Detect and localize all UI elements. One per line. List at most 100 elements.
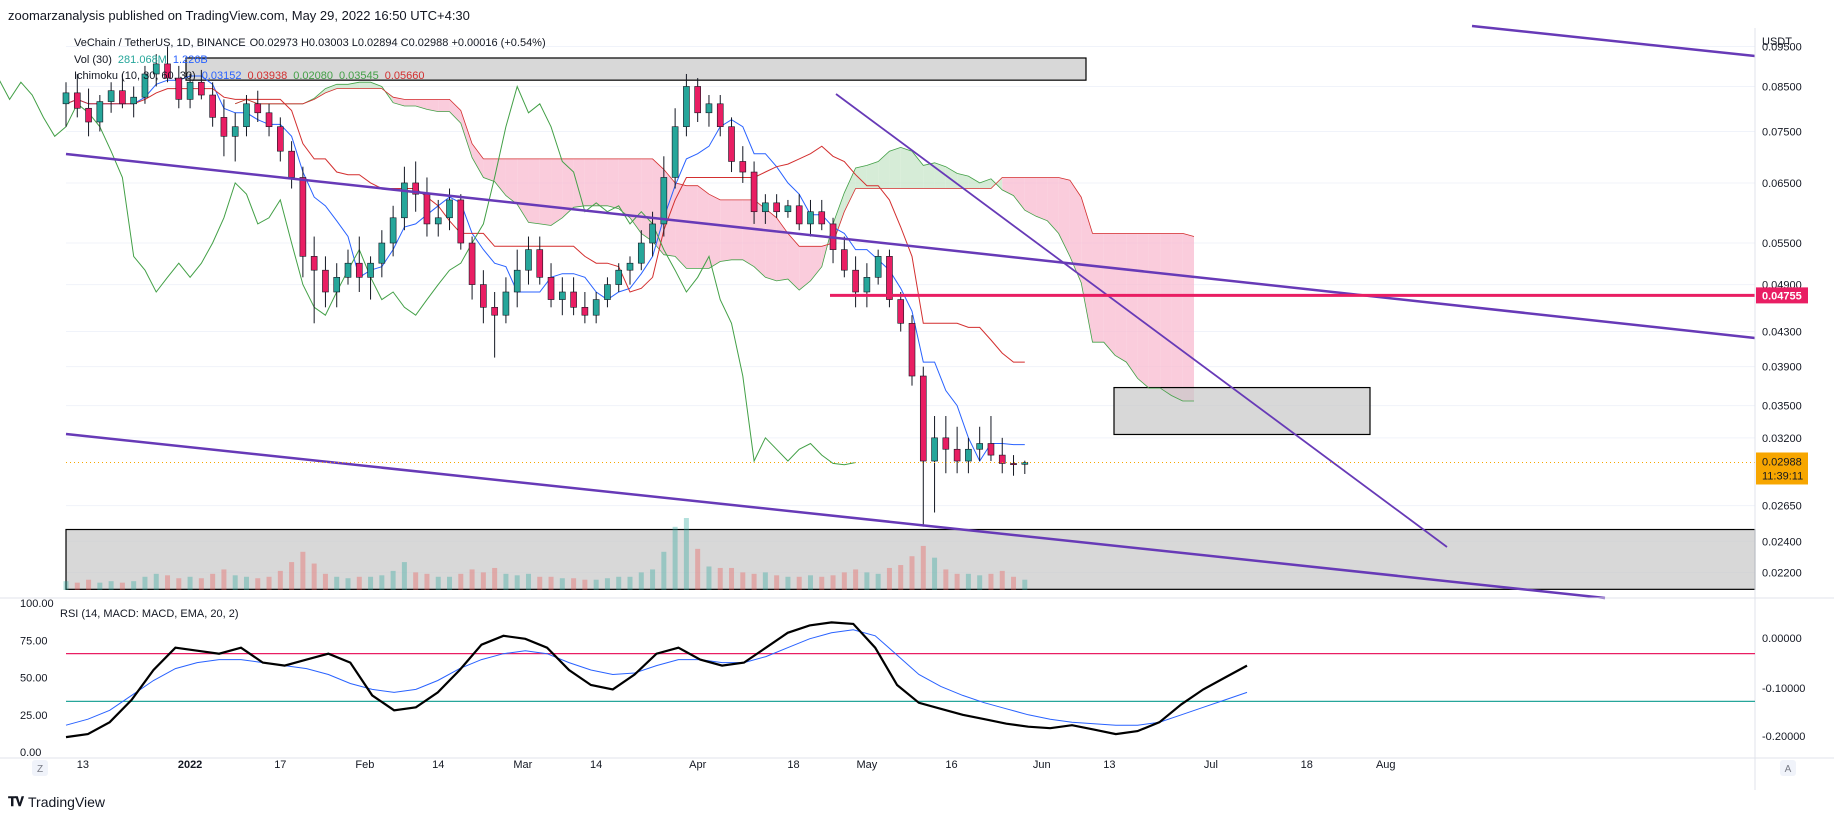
cloud-segment <box>1115 233 1127 363</box>
volume-bar <box>537 576 543 590</box>
cloud-segment <box>810 246 822 281</box>
volume-bar <box>153 573 159 590</box>
volume-bar <box>909 556 915 590</box>
kijun-line <box>65 88 1025 363</box>
volume-bar <box>492 567 498 590</box>
descending-trendline <box>835 93 1448 548</box>
volume-bar <box>999 570 1005 590</box>
auto-scale-button-text: A <box>1785 764 1792 775</box>
volume-bar <box>322 573 328 590</box>
cloud-segment <box>404 99 416 107</box>
cloud-segment <box>1036 177 1048 221</box>
cloud-segment <box>325 84 337 93</box>
candle-body <box>355 262 363 278</box>
cloud-segment <box>742 199 755 267</box>
volume-bar <box>807 575 813 590</box>
candle-body <box>660 177 668 225</box>
candle-body <box>299 177 307 257</box>
candle-body <box>795 205 803 225</box>
volume-bar <box>503 573 509 590</box>
cloud-segment <box>754 199 766 278</box>
candle-body <box>547 277 555 300</box>
price-tick: 0.03900 <box>1762 362 1802 374</box>
time-label: 18 <box>1301 759 1313 771</box>
rsi-pane: 100.00 75.00 50.00 25.00 0.00 0.00000 -0.10000… <box>20 598 1805 759</box>
time-label: 13 <box>1103 759 1115 771</box>
volume-bar <box>571 578 577 590</box>
legend-volume: Vol (30) 281.068M 1.226B <box>74 54 208 66</box>
candle-body <box>85 107 92 123</box>
volume-bar <box>108 581 114 590</box>
price-tick: 0.04300 <box>1762 327 1802 339</box>
volume-bar <box>435 576 441 590</box>
tradingview-logo[interactable]: 𝐓𝐕 TradingView <box>8 794 105 810</box>
level-badge-text: 0.04755 <box>1762 290 1802 302</box>
level-badge <box>1756 287 1808 304</box>
cloud-segment <box>562 158 574 218</box>
candle-body <box>987 443 995 456</box>
candle-body <box>897 299 905 324</box>
countdown-text: 11:39:11 <box>1762 470 1803 482</box>
candle-body <box>525 249 532 271</box>
candle-body <box>198 81 205 96</box>
cloud-segment <box>596 158 608 206</box>
time-label: Jun <box>1033 759 1051 771</box>
support-zone <box>185 57 1087 81</box>
volume-bar <box>289 562 295 590</box>
volume-bar <box>379 575 385 590</box>
candle-body <box>931 437 938 462</box>
cloud-segment <box>866 161 879 189</box>
candle-body <box>953 448 961 462</box>
rsi-legend: RSI (14, MACD: MACD, EMA, 20, 2) <box>60 608 238 620</box>
volume-bar <box>932 557 938 590</box>
price-tick: 0.08500 <box>1762 81 1802 93</box>
ichimoku-value: 0.03152 <box>202 70 242 82</box>
volume-bar <box>582 579 588 590</box>
volume-bar <box>480 572 486 590</box>
candle-body <box>423 193 431 225</box>
volume-bar <box>672 526 678 590</box>
volume-bar <box>943 569 949 590</box>
cloud-segment <box>607 158 619 209</box>
brand-name: TradingView <box>28 794 106 810</box>
candle-body <box>773 202 780 213</box>
candle-body <box>243 103 250 128</box>
candles <box>62 46 1029 527</box>
last-price-text: 0.02988 <box>1762 456 1802 468</box>
candle-body <box>164 63 171 79</box>
volume-bar <box>988 573 994 590</box>
time-label: 17 <box>274 759 286 771</box>
time-label: 13 <box>77 759 89 771</box>
volume-bar <box>198 578 204 590</box>
volume-bar <box>729 567 735 590</box>
volume-bar <box>266 576 272 590</box>
cloud-segment <box>415 99 427 110</box>
volume-bar <box>277 570 283 590</box>
drawings <box>65 24 1756 600</box>
price-tick: 0.03200 <box>1762 433 1802 445</box>
volume-bars <box>63 518 1028 590</box>
rsi-left-tick: 25.00 <box>20 710 48 722</box>
candle-body <box>491 307 498 316</box>
volume-bar <box>469 569 475 590</box>
cloud-segment <box>551 158 563 226</box>
cloud-segment <box>799 246 811 291</box>
volume-bar <box>243 576 249 590</box>
rsi-right-tick: -0.10000 <box>1762 683 1805 695</box>
legend-main: VeChain / TetherUS, 1D, BINANCE O0.02973 … <box>74 37 546 49</box>
time-label: Feb <box>355 759 374 771</box>
candle-body <box>750 171 758 213</box>
legend-ichimoku: Ichimoku (10, 30, 60, 30) 0.03152 0.03938 0… <box>74 70 425 82</box>
volume-bar <box>165 575 171 590</box>
cloud-segment <box>844 168 856 212</box>
cloud-segment <box>517 158 529 223</box>
time-axis[interactable]: 13 2022 17 Feb 14 Mar 14 Apr 18 May 16 Jun 13 Jul 18 Au… <box>0 757 1834 776</box>
cloud-segment <box>957 173 969 189</box>
volume-bar <box>593 579 599 590</box>
candle-body <box>322 269 329 293</box>
candle-body <box>310 256 318 271</box>
price-tick: 0.06500 <box>1762 178 1802 190</box>
volume-bar <box>920 545 926 590</box>
